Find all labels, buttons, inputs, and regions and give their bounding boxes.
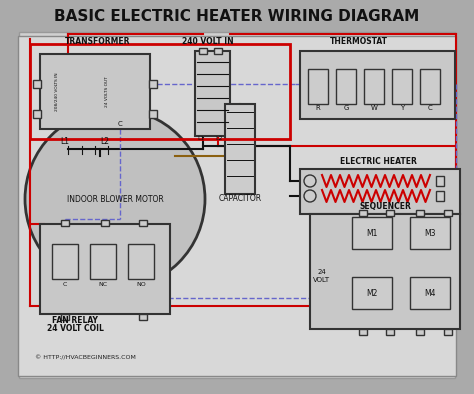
Text: BASIC ELECTRIC HEATER WIRING DIAGRAM: BASIC ELECTRIC HEATER WIRING DIAGRAM (55, 9, 419, 24)
Bar (436, 176, 444, 186)
Circle shape (304, 175, 316, 187)
Text: W: W (371, 105, 377, 111)
Bar (386, 210, 394, 216)
Bar (139, 314, 147, 320)
Text: M1: M1 (366, 229, 378, 238)
Text: M2: M2 (366, 288, 378, 297)
Bar (436, 191, 444, 201)
Text: Y: Y (400, 105, 404, 111)
Bar (386, 329, 394, 335)
Text: INDOOR BLOWER MOTOR: INDOOR BLOWER MOTOR (67, 195, 164, 203)
Text: C: C (428, 105, 432, 111)
Text: CAPACITOR: CAPACITOR (219, 194, 262, 203)
Bar (444, 210, 452, 216)
Bar (310, 214, 460, 329)
Text: L1: L1 (60, 137, 69, 146)
Bar (308, 69, 328, 104)
Text: L2: L2 (215, 136, 222, 141)
Bar (225, 104, 255, 194)
Bar (149, 80, 157, 88)
Bar (336, 69, 356, 104)
Text: 240 VOLT IN: 240 VOLT IN (182, 37, 234, 46)
Bar (18, 36, 456, 376)
Text: FAN RELAY: FAN RELAY (52, 316, 98, 325)
Text: TRANSFORMER: TRANSFORMER (65, 37, 130, 46)
Text: 24
VOLT: 24 VOLT (313, 269, 330, 282)
Circle shape (304, 190, 316, 202)
Text: G: G (343, 105, 349, 111)
Bar (139, 220, 147, 226)
Bar (149, 110, 157, 118)
Bar (52, 244, 78, 279)
Text: L1: L1 (197, 136, 204, 141)
Text: M3: M3 (424, 229, 436, 238)
Text: M4: M4 (424, 288, 436, 297)
Bar (444, 329, 452, 335)
Text: SEQUENCER: SEQUENCER (359, 202, 411, 211)
Bar (300, 169, 460, 214)
Bar (33, 80, 41, 88)
Text: ELECTRIC HEATER: ELECTRIC HEATER (340, 157, 417, 166)
Bar (195, 51, 230, 136)
Bar (300, 51, 455, 119)
Bar (364, 69, 384, 104)
Bar (352, 217, 392, 249)
Bar (90, 244, 116, 279)
Bar (61, 220, 69, 226)
Text: 24 VOLTS OUT: 24 VOLTS OUT (105, 76, 109, 108)
Bar (392, 69, 412, 104)
Bar (61, 314, 69, 320)
Bar (128, 244, 154, 279)
Text: C: C (63, 282, 67, 287)
Bar (420, 69, 440, 104)
Bar (352, 277, 392, 309)
Bar (199, 48, 207, 54)
Text: L2: L2 (100, 137, 109, 146)
Bar (410, 217, 450, 249)
Text: © HTTP://HVACBEGINNERS.COM: © HTTP://HVACBEGINNERS.COM (35, 355, 136, 360)
Bar (410, 277, 450, 309)
Bar (214, 48, 222, 54)
Bar (416, 329, 424, 335)
Bar (416, 210, 424, 216)
Text: NO: NO (136, 282, 146, 287)
Bar (33, 110, 41, 118)
Bar (359, 210, 367, 216)
Text: THERMOSTAT: THERMOSTAT (330, 37, 388, 46)
Text: NC: NC (99, 282, 108, 287)
Bar (40, 54, 150, 129)
Bar (30, 44, 290, 139)
Bar (359, 329, 367, 335)
Text: 208/240 VOLTS IN: 208/240 VOLTS IN (55, 72, 59, 112)
Circle shape (25, 109, 205, 289)
Text: R: R (316, 105, 320, 111)
Text: C: C (118, 121, 123, 127)
Text: 24 VOLT COIL: 24 VOLT COIL (46, 324, 103, 333)
Bar (40, 224, 170, 314)
Bar (101, 220, 109, 226)
